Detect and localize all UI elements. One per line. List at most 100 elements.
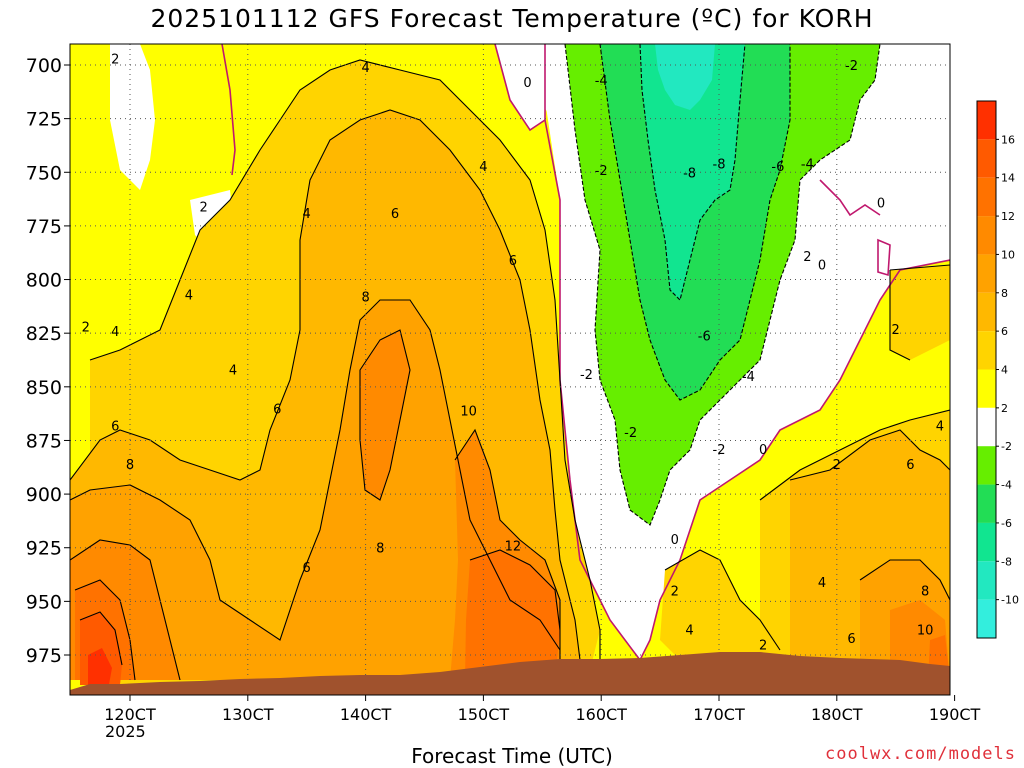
colorbar-label: 10 — [1001, 248, 1015, 261]
contour-lines — [70, 44, 950, 681]
contour-line — [664, 549, 781, 651]
colorbar-label: -2 — [1001, 440, 1012, 453]
contour-line — [889, 264, 950, 271]
contour-label: 6 — [111, 419, 119, 434]
contour-label: 8 — [126, 458, 134, 473]
contour-label: 6 — [847, 632, 855, 647]
colorbar-segment — [977, 331, 996, 370]
x-tick-label: 140CT — [340, 705, 392, 724]
contour-label: 2 — [833, 458, 841, 473]
contour-label: 4 — [479, 160, 487, 175]
contour-label: 4 — [38, 407, 46, 422]
colorbar-segment — [977, 101, 996, 140]
colorbar-label: 16 — [1001, 133, 1015, 146]
y-tick-label: 850 — [26, 377, 62, 399]
contour-label: -4 — [595, 74, 608, 89]
contour-label: 10 — [460, 404, 477, 419]
x-axis: 120CT 130CT 140CT 150CT 160CT 170CT 180CT 190CT — [104, 695, 981, 724]
x-tick-label: 190CT — [929, 705, 981, 724]
contour-label: 4 — [936, 419, 944, 434]
grid-lines — [70, 44, 950, 695]
temperature-band — [655, 44, 715, 110]
contour-label: 4 — [685, 623, 693, 638]
contour-label: 0 — [877, 196, 885, 211]
y-tick-label: 750 — [26, 162, 62, 184]
temperature-band — [660, 550, 780, 660]
contour-label: 2 — [671, 585, 679, 600]
colorbar-segment — [977, 369, 996, 408]
temperature-band — [110, 44, 155, 190]
x-tick-label: 130CT — [222, 705, 274, 724]
contour-label: 4 — [818, 576, 826, 591]
colorbar-segment — [977, 139, 996, 178]
colorbar-label: 2 — [1001, 402, 1008, 415]
contour-line — [544, 44, 950, 662]
x-tick-label: 150CT — [458, 705, 510, 724]
contour-line — [789, 429, 950, 481]
contour-line — [454, 428, 561, 680]
y-axis: 700 725 750 775 800 825 850 875 900 925 950 975 — [26, 55, 70, 667]
colorbar-label: -8 — [1001, 555, 1012, 568]
colorbar-segment — [977, 216, 996, 255]
x-axis-year-label: 2025 — [105, 722, 146, 741]
contour-label: 0 — [818, 259, 826, 274]
x-tick-label: 120CT — [104, 705, 156, 724]
contour-label: -6 — [698, 329, 711, 344]
contour-labels: 240 -4-24 -2 -8-8 -6 -42 4 606 204 8-62 442-2 -44 6 1… — [38, 53, 944, 654]
contour-label: 6 — [509, 254, 517, 269]
contour-line — [70, 109, 581, 661]
x-tick-label: 180CT — [811, 705, 863, 724]
contour-label: 6 — [391, 207, 399, 222]
x-tick-label: 160CT — [575, 705, 627, 724]
contour-line — [70, 299, 561, 651]
terrain-ground — [70, 652, 950, 695]
y-tick-label: 775 — [26, 216, 62, 238]
y-tick-label: 725 — [26, 109, 62, 131]
temperature-band — [465, 550, 560, 680]
chart-title: 2025101112 GFS Forecast Temperature (ºC)… — [150, 4, 874, 33]
contour-label: -2 — [580, 368, 593, 383]
colorbar-label: -6 — [1001, 517, 1012, 530]
colorbar-segment — [977, 599, 996, 638]
contour-label: 0 — [759, 443, 767, 458]
contour-line — [359, 329, 411, 501]
colorbar-segment — [977, 522, 996, 562]
temperature-band — [88, 648, 112, 690]
contour-label: 2 — [199, 201, 207, 216]
temperature-bands — [70, 44, 950, 695]
contour-label: -6 — [771, 160, 784, 175]
contour-label: -8 — [713, 158, 726, 173]
contour-line — [469, 549, 561, 631]
contour-label: 4 — [361, 61, 369, 76]
contour-label: -8 — [683, 166, 696, 181]
contour-label: -4 — [801, 158, 814, 173]
contour-label: -2 — [624, 426, 637, 441]
contour-label: -2 — [595, 164, 608, 179]
y-tick-label: 800 — [26, 270, 62, 292]
contour-label: -4 — [742, 370, 755, 385]
y-tick-label: 975 — [26, 645, 62, 667]
colorbar-label: 4 — [1001, 364, 1008, 377]
temperature-band — [360, 330, 410, 500]
colorbar-label: -4 — [1001, 479, 1012, 492]
contour-label: 6 — [906, 458, 914, 473]
contour-line — [819, 179, 881, 217]
y-tick-label: 700 — [26, 55, 62, 77]
contour-line — [599, 44, 791, 401]
source-link[interactable]: coolwx.com/models — [825, 744, 1016, 764]
contour-label: 0 — [523, 76, 531, 91]
contour-label: 4 — [111, 325, 119, 340]
contour-label: 8 — [376, 542, 384, 557]
contour-line — [859, 559, 950, 601]
y-tick-label: 900 — [26, 484, 62, 506]
contour-label: 4 — [185, 289, 193, 304]
contour-label: -2 — [845, 59, 858, 74]
x-tick-label: 170CT — [693, 705, 745, 724]
y-tick-label: 875 — [26, 430, 62, 452]
colorbar: 16 14 12 10 8 6 4 2 -2 -4 -6 -8 -10 — [976, 100, 1019, 639]
temperature-band — [640, 44, 745, 300]
contour-line — [877, 238, 891, 277]
y-tick-label: 950 — [26, 591, 62, 613]
colorbar-segment — [977, 446, 996, 485]
contour-line — [89, 59, 601, 660]
